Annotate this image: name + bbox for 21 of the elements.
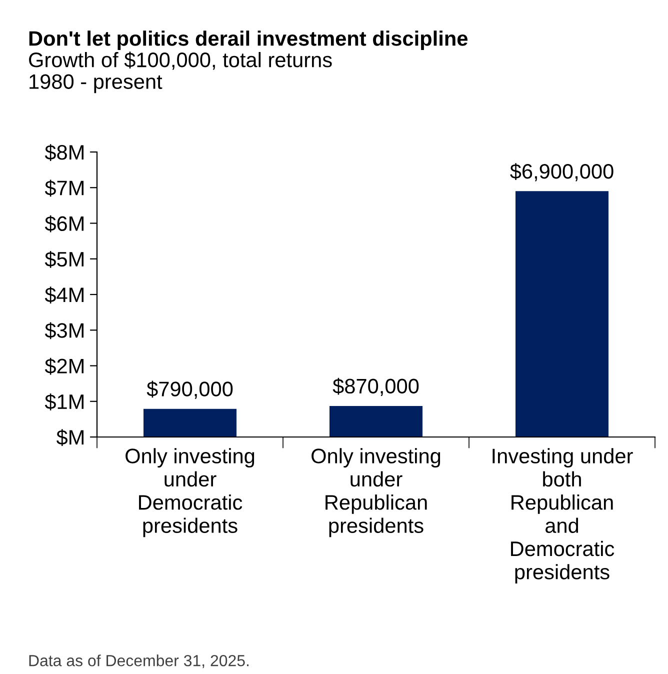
- x-tick-label: Only investing under Republican presidents: [312, 448, 440, 538]
- data-label: $870,000: [332, 378, 419, 396]
- chart-title: Don't let politics derail investment discipline: [29, 30, 468, 50]
- bar: [144, 408, 236, 437]
- text: Data as of December 31, 2025.: [29, 654, 249, 668]
- bar: [516, 191, 608, 437]
- x-tick-label: Only investing under Democratic presidents: [126, 448, 254, 538]
- y-tick-label: $4M: [44, 286, 84, 304]
- data-label: $790,000: [146, 380, 233, 399]
- y-tick-label: $M: [56, 429, 84, 446]
- bar: [330, 406, 422, 437]
- y-tick-label: $8M: [44, 144, 84, 161]
- y-tick-label: $1M: [44, 394, 84, 410]
- x-tick-label: Investing under both Republican and Democratic presidents: [492, 448, 633, 584]
- y-tick-label: $3M: [44, 322, 84, 340]
- chart-subtitle: Growth of $100,000, total returns 1980 - present: [29, 52, 332, 94]
- y-tick-label: $5M: [44, 251, 84, 268]
- data-label: $6,900,000: [510, 163, 614, 182]
- y-tick-label: $7M: [44, 180, 84, 197]
- y-tick-label: $6M: [44, 215, 84, 232]
- y-tick-label: $2M: [44, 358, 84, 375]
